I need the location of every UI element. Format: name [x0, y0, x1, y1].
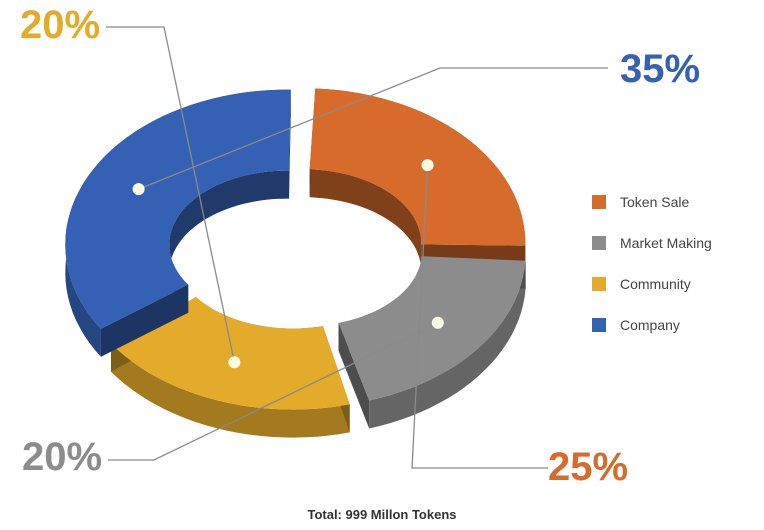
legend-item-company: Company [592, 315, 712, 335]
leader-company [132, 67, 608, 196]
leader-community [106, 26, 241, 369]
leader-dot-token-sale [421, 159, 434, 172]
slice-market-making [338, 256, 526, 429]
slice-token-sale [309, 88, 526, 274]
legend-swatch-community [592, 277, 606, 291]
leader-token-sale [411, 159, 548, 469]
slice-top-community [111, 297, 350, 410]
legend-label-token-sale: Token Sale [620, 194, 690, 210]
legend-label-company: Company [620, 317, 680, 333]
legend-swatch-token-sale [592, 195, 606, 209]
percent-labels: 25% 20% 20% 35% [20, 3, 700, 489]
slice-end-cap-company-0 [100, 284, 189, 357]
total-tokens-footnote: Total: 999 Millon Tokens [307, 507, 457, 522]
leader-dot-company [132, 183, 145, 196]
legend-swatch-company [592, 318, 606, 332]
percent-label-token-sale: 25% [548, 445, 628, 489]
slice-end-cap-company-1 [289, 89, 291, 199]
leader-dot-market-making [431, 316, 444, 329]
legend: Token Sale Market Making Community Compa… [592, 192, 712, 356]
slice-top-token-sale [309, 88, 526, 246]
legend-item-token-sale: Token Sale [592, 192, 712, 212]
slice-company [65, 89, 291, 357]
leader-line-market-making [108, 322, 439, 461]
legend-item-community: Community [592, 274, 712, 294]
slice-outer-wall-market-making [369, 260, 526, 429]
donut-slices [65, 88, 526, 438]
leader-market-making [108, 316, 444, 461]
slice-outer-wall-community [111, 343, 350, 438]
leader-line-community [106, 26, 236, 363]
leader-dot-community [228, 356, 241, 369]
slice-end-cap-market-making-1 [338, 323, 370, 429]
percent-label-community: 20% [20, 3, 100, 47]
legend-label-community: Community [620, 276, 691, 292]
slice-top-market-making [338, 256, 526, 401]
slice-inner-wall-company [169, 170, 290, 313]
legend-label-market-making: Market Making [620, 235, 712, 251]
slice-inner-wall-token-sale [309, 169, 422, 273]
legend-item-market-making: Market Making [592, 233, 712, 253]
slice-top-company [65, 89, 291, 329]
percent-label-company: 35% [620, 47, 700, 91]
percent-label-market-making: 20% [22, 435, 102, 479]
leader-lines [106, 26, 608, 469]
legend-swatch-market-making [592, 236, 606, 250]
leader-line-token-sale [411, 165, 548, 469]
leader-line-company [138, 67, 608, 190]
